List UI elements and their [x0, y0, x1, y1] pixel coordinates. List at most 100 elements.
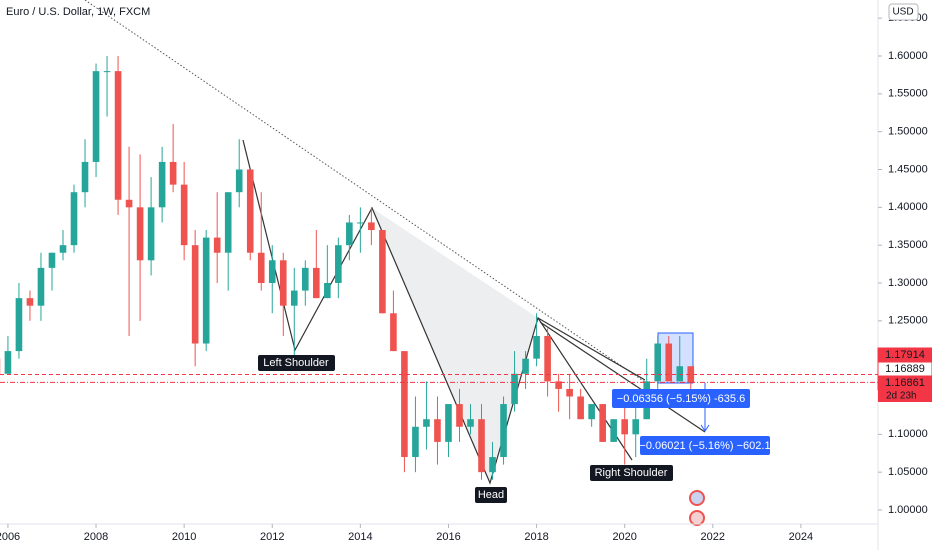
- labels: Left Shoulder Head Right Shoulder −0.063…: [6, 6, 771, 526]
- y-tick-label: 1.55000: [888, 88, 928, 100]
- drawings: [84, 0, 710, 485]
- x-tick-label: 2010: [172, 531, 196, 543]
- candle-body: [59, 245, 67, 253]
- candle-body: [103, 71, 111, 73]
- candle-body: [15, 298, 23, 352]
- candle-body: [268, 260, 276, 283]
- candle-body: [114, 71, 122, 200]
- measurement: −0.06021 (−5.16%) −602.1: [639, 440, 770, 452]
- candle-body: [632, 419, 640, 435]
- trend-line: [84, 0, 646, 383]
- label-box: [475, 487, 507, 503]
- candle-body: [346, 222, 353, 246]
- annotation: Left Shoulder: [263, 357, 329, 369]
- candle-body: [147, 207, 155, 261]
- candle-body: [37, 267, 45, 306]
- candle-body: [92, 71, 100, 162]
- x-tick-label: 2020: [612, 531, 636, 543]
- measure-box: [640, 436, 770, 455]
- neck-line: [539, 321, 706, 433]
- candle-body: [401, 351, 408, 458]
- candle-body: [500, 404, 507, 458]
- candle-body: [478, 419, 485, 473]
- candle-body: [357, 222, 364, 224]
- candle-body: [279, 260, 287, 306]
- candle-body: [467, 419, 474, 427]
- candle-body: [390, 313, 397, 352]
- candle-body: [555, 381, 562, 389]
- candle-body: [158, 161, 166, 208]
- annotation: Head: [478, 489, 504, 501]
- measurement: −0.06356 (−5.15%) -635.6: [617, 393, 745, 405]
- event-icon[interactable]: [689, 510, 705, 526]
- y-tick-label: 1.00000: [888, 504, 928, 516]
- candle-body: [70, 192, 78, 246]
- price-tag-label: 1.17914: [885, 349, 925, 361]
- candle-body: [169, 161, 177, 185]
- x-tick-label: 2006: [0, 531, 20, 543]
- candle-body: [335, 245, 342, 283]
- candle-body: [26, 298, 34, 306]
- candle-body: [324, 282, 331, 299]
- candle-body: [456, 404, 463, 427]
- candle-body: [544, 335, 551, 382]
- candle-body: [368, 222, 375, 231]
- candle-body: [588, 404, 595, 420]
- y-tick-label: 1.60000: [888, 50, 928, 62]
- candle-body: [191, 245, 199, 344]
- measure-box: [612, 389, 750, 408]
- x-tick-label: 2022: [701, 531, 725, 543]
- head-shoulders: [242, 139, 633, 485]
- candle-body: [48, 252, 56, 268]
- currency-box: [888, 3, 919, 21]
- countdown: 2d 23h: [886, 391, 917, 402]
- candle-body: [533, 335, 540, 359]
- candle-body: [313, 267, 320, 299]
- candle-body: [445, 404, 452, 442]
- y-tick-label: 1.50000: [888, 126, 928, 138]
- candle-body: [687, 366, 695, 383]
- axes: 1.000001.050001.100001.150001.200001.250…: [0, 12, 932, 543]
- candle-body: [257, 252, 265, 283]
- candle-body: [610, 419, 617, 442]
- y-tick-label: 1.35000: [888, 239, 928, 251]
- label-box: [258, 355, 335, 371]
- candle-body: [224, 192, 232, 253]
- y-tick-label: 1.10000: [888, 428, 928, 440]
- candle-body: [489, 457, 496, 473]
- x-tick-label: 2024: [789, 531, 813, 543]
- price-tag-label: 1.16889: [885, 363, 925, 375]
- event-icon[interactable]: [689, 490, 705, 506]
- y-tick-label: 1.40000: [888, 201, 928, 213]
- candle-body: [379, 230, 386, 314]
- x-tick-label: 2008: [84, 531, 108, 543]
- x-tick-label: 2012: [260, 531, 284, 543]
- x-tick-label: 2014: [348, 531, 372, 543]
- candle-body: [522, 358, 529, 374]
- candle-body: [290, 290, 298, 306]
- candle-body: [423, 419, 430, 427]
- candle-body: [246, 169, 254, 253]
- neck-line: [537, 317, 646, 381]
- candles: [0, 55, 695, 480]
- pattern-fill: [372, 208, 538, 483]
- candle-body: [202, 237, 210, 344]
- arrow-head: [700, 424, 710, 432]
- y-tick-label: 1.30000: [888, 277, 928, 289]
- candle-body: [81, 161, 89, 193]
- candle-body: [621, 419, 628, 435]
- candle-body: [180, 184, 188, 246]
- candle-body: [235, 169, 243, 193]
- x-tick-label: 2016: [436, 531, 460, 543]
- candle-body: [566, 388, 573, 397]
- candle-body: [676, 366, 684, 382]
- countdown-tag: [878, 389, 932, 402]
- chart-title: Euro / U.S. Dollar, 1W, FXCM: [6, 6, 150, 18]
- y-tick-label: 1.25000: [888, 315, 928, 327]
- candle-body: [577, 396, 584, 420]
- candle-body: [434, 419, 441, 442]
- candle-body: [599, 404, 606, 442]
- candle-body: [213, 237, 221, 253]
- candle-body: [125, 199, 133, 208]
